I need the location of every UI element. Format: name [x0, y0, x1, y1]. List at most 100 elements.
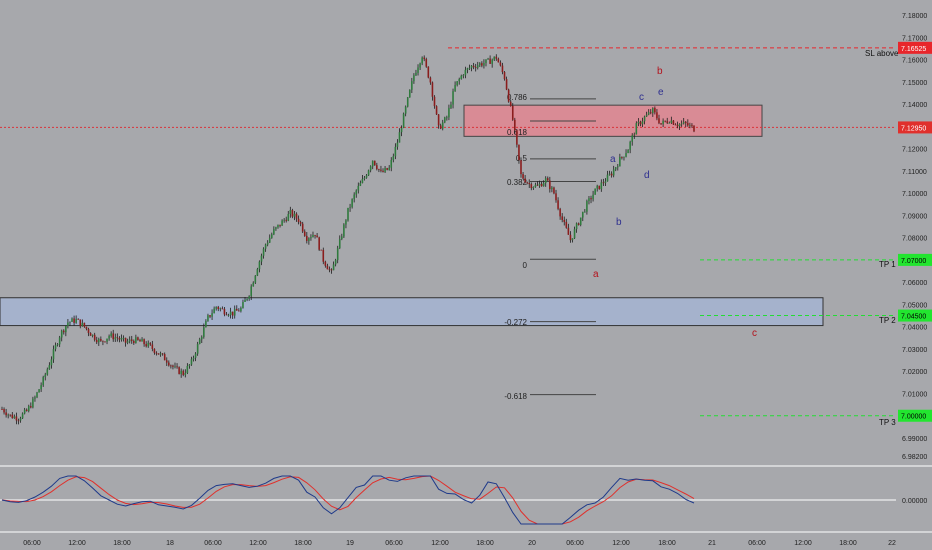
candle-body [503, 72, 506, 80]
candle-body [460, 75, 463, 80]
candle-body [7, 414, 9, 416]
candle-body [108, 335, 110, 339]
sl-label: SL above [865, 49, 899, 58]
candle-body [466, 68, 469, 70]
candle-body [421, 57, 423, 64]
candle-body [79, 319, 82, 327]
price-tick-1: 7.17000 [902, 35, 927, 42]
zones-layer [0, 104, 824, 327]
candle-body [528, 182, 531, 185]
wave-label-e: e [658, 87, 664, 98]
candle-body [252, 282, 255, 287]
candle-body [441, 122, 444, 129]
price-axis[interactable]: 7.180007.170007.160007.150007.140007.130… [898, 13, 932, 461]
candle-body [287, 214, 290, 221]
candle-body [468, 67, 471, 69]
candle-body [262, 248, 265, 256]
wave-labels: b e c a d b a c [593, 66, 757, 339]
candle-body [52, 349, 55, 360]
candle-body [666, 121, 669, 123]
price-tick-19: 6.99000 [902, 436, 927, 443]
candle-body [9, 414, 12, 416]
price-tick-6: 7.12000 [902, 147, 927, 154]
candle-body [357, 185, 360, 191]
candle-body [419, 63, 421, 68]
candle-body [114, 337, 117, 340]
candle-body [36, 392, 38, 398]
candle-body [458, 79, 461, 82]
candle-body [178, 367, 180, 374]
wave-label-b-major: b [657, 66, 663, 77]
candle-body [341, 236, 343, 239]
candle-body [320, 249, 323, 251]
candle-body [376, 165, 378, 170]
candle-body [448, 107, 450, 118]
candle-body [474, 67, 477, 68]
candle-body [450, 104, 452, 108]
candle-body [211, 313, 213, 317]
candle-body [270, 234, 273, 238]
candle-body [291, 210, 294, 217]
candle-body [231, 311, 234, 316]
tp3-price-tag: 7.00000 [901, 414, 926, 421]
candle-body [149, 342, 152, 345]
candle-body [217, 306, 220, 310]
candle-body [594, 188, 596, 195]
candle-body [42, 377, 44, 386]
price-tick-17: 7.01000 [902, 391, 927, 398]
candle-body [542, 183, 545, 187]
candle-body [192, 357, 195, 360]
time-tick-12: 06:00 [566, 540, 584, 547]
sl-price-tag-bg [898, 41, 932, 54]
candle-body [73, 318, 75, 323]
candle-body [130, 339, 133, 341]
candle-body [553, 187, 555, 194]
candle-body [425, 59, 428, 67]
candle-body [584, 211, 586, 213]
candle-body [596, 185, 599, 189]
candle-body [334, 260, 337, 265]
candle-body [118, 338, 121, 340]
candle-body [174, 366, 176, 368]
candle-body [273, 229, 275, 235]
candle-body [384, 168, 386, 172]
resistance-zone [463, 104, 763, 137]
candle-body [660, 123, 662, 125]
candle-body [91, 334, 94, 336]
candle-body [314, 234, 316, 236]
candle-body [598, 185, 601, 190]
time-axis[interactable]: 06:00 12:00 18:00 18 06:00 12:00 18:00 19 06:00 1… [23, 540, 896, 547]
candle-body [674, 124, 677, 126]
candle-body [551, 187, 553, 190]
candle-body [411, 81, 413, 90]
candle-body [25, 409, 28, 411]
candle-body [452, 91, 454, 105]
candle-body [3, 409, 5, 413]
tp1-price-tag: 7.07000 [901, 258, 926, 265]
candle-body [532, 186, 535, 189]
candle-body [223, 308, 226, 315]
candle-body [256, 269, 259, 276]
current-price-tag: 7.12950 [901, 125, 926, 132]
candle-body [464, 69, 467, 76]
candle-body [472, 65, 475, 68]
time-tick-14: 18:00 [658, 540, 676, 547]
candle-body [258, 261, 261, 270]
candle-body [635, 123, 638, 135]
candle-body [163, 354, 166, 361]
candle-body [85, 326, 88, 329]
time-tick-16: 06:00 [748, 540, 766, 547]
candle-body [77, 318, 80, 320]
candle-body [639, 121, 642, 125]
time-tick-5: 12:00 [249, 540, 267, 547]
candle-body [429, 77, 432, 83]
candle-body [316, 235, 318, 238]
candle-body [446, 117, 448, 119]
candle-body [87, 328, 90, 333]
candle-body [116, 337, 119, 339]
time-tick-15: 21 [708, 540, 716, 547]
candle-body [524, 178, 526, 183]
candle-body [235, 308, 238, 311]
candle-body [423, 57, 426, 60]
